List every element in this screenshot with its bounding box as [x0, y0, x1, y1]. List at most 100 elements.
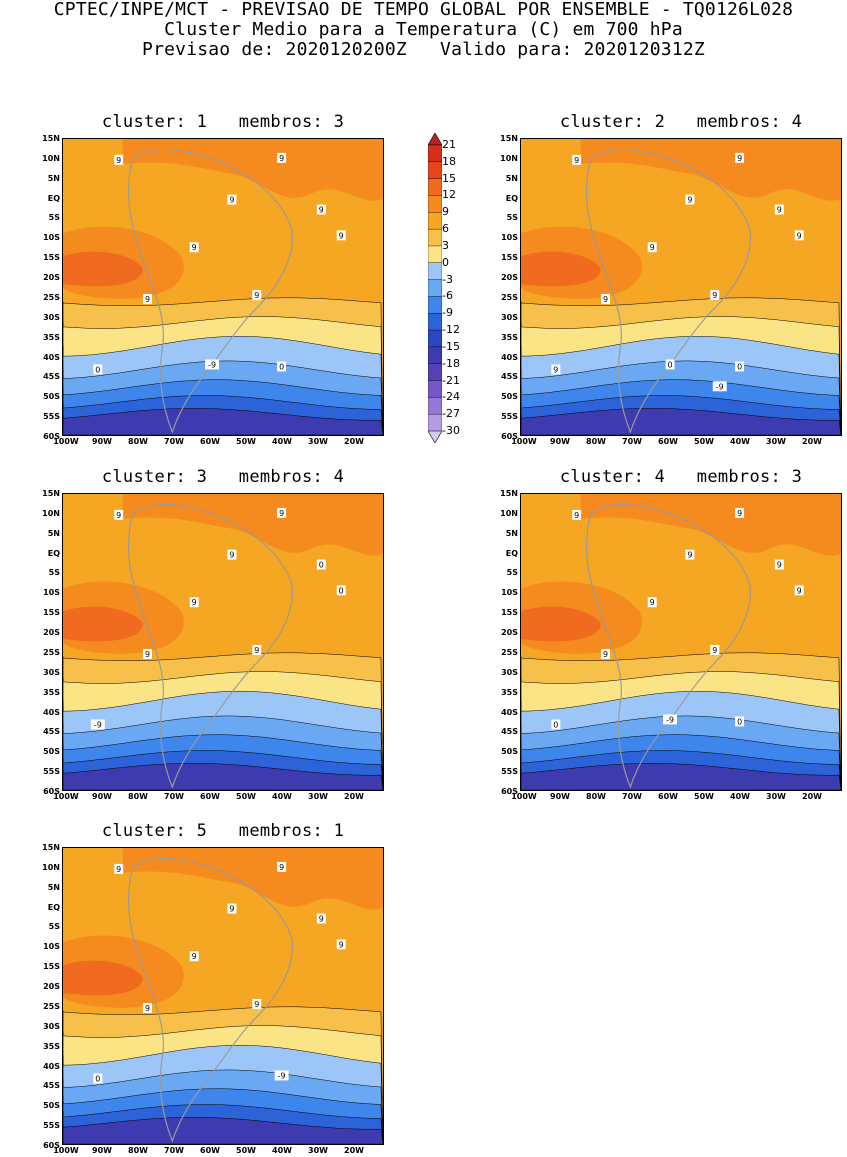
longitude-label: 30W: [308, 792, 328, 801]
latitude-label: 5S: [506, 213, 518, 223]
contour-label-text: -9: [666, 715, 674, 724]
contour-label: 9: [794, 230, 804, 240]
longitude-label: 50W: [236, 437, 256, 446]
latitude-label: 50S: [501, 392, 518, 402]
colorbar-label: -21: [442, 373, 460, 387]
latitude-label: 30S: [43, 1021, 60, 1031]
latitude-label: EQ: [47, 548, 60, 558]
contour-label: 9: [316, 204, 326, 215]
band-9-12-north: [580, 494, 841, 556]
latitude-label: 15S: [43, 253, 60, 263]
contour-label: 9: [189, 597, 199, 607]
longitude-label: 100W: [511, 437, 537, 446]
contour-label: -9: [663, 714, 678, 724]
colorbar-label: 15: [442, 171, 456, 185]
contour-label-text: 9: [279, 154, 284, 163]
panel-title: cluster: 5 membros: 1: [101, 821, 345, 841]
contour-label: 9: [277, 507, 287, 518]
latitude-label: 50S: [43, 1101, 60, 1111]
contour-label: 0: [93, 364, 103, 374]
latitude-label: 50S: [43, 747, 60, 757]
colorbar-swatch: [428, 329, 442, 348]
contour-label: 9: [252, 289, 262, 300]
contour-label-text: 9: [574, 511, 579, 520]
map-canvas: 9 9 9 9 9 9 9 9 9 0 0 -9: [521, 139, 841, 435]
latitude-label: 60S: [501, 787, 518, 796]
longitude-label: 20W: [802, 792, 822, 801]
band-12-15-west: [521, 251, 601, 287]
band-9-12-north: [122, 139, 383, 201]
contour-label-text: 0: [95, 365, 100, 374]
longitude-label: 50W: [236, 1146, 256, 1155]
contour-label-text: 0: [737, 362, 742, 371]
contour-label: 9: [601, 293, 610, 304]
contour-label: 0: [735, 716, 745, 726]
contour-label: 9: [710, 644, 720, 655]
latitude-label: 35S: [43, 332, 60, 342]
contour-label: 0: [735, 361, 745, 371]
longitude-label: 30W: [308, 1146, 328, 1155]
contour-label-text: 9: [116, 865, 121, 874]
colorbar-label: -15: [442, 339, 460, 353]
band-12-15-west: [63, 606, 143, 642]
contour-label-text: -9: [208, 360, 216, 369]
contour-label: 9: [551, 364, 561, 374]
colorbar-swatch: [428, 413, 442, 432]
colorbar-label: 3: [442, 238, 449, 252]
contour-label-text: 0: [95, 1074, 100, 1083]
contour-label: 9: [277, 861, 287, 872]
longitude-label: 90W: [92, 1146, 112, 1155]
band-minus18-minus12: [63, 408, 383, 435]
latitude-label: 40S: [501, 352, 518, 362]
band-minus18-minus12: [521, 763, 841, 790]
longitude-label: 60W: [658, 437, 678, 446]
latitude-label: 25S: [43, 1001, 60, 1011]
temperature-map: 9 9 9 9 9 9 9 9 0 0 -9: [520, 493, 842, 791]
header-line-2: Cluster Medio para a Temperatura (C) em …: [164, 19, 683, 40]
contour-label-text: 9: [339, 940, 344, 949]
contour-label-text: 9: [279, 863, 284, 872]
contour-label: 9: [189, 951, 199, 961]
latitude-label: 10S: [501, 233, 518, 243]
panel-title: cluster: 1 membros: 3: [101, 112, 345, 132]
latitude-label: 40S: [43, 1061, 60, 1071]
longitude-label: 40W: [730, 437, 750, 446]
contour-label: 0: [551, 719, 561, 729]
contour-label: 0: [93, 1073, 103, 1083]
contour-label: 9: [252, 644, 262, 655]
contour-label: 9: [114, 154, 124, 165]
latitude-label: 55S: [43, 412, 60, 422]
contour-label: 9: [316, 913, 326, 924]
latitude-label: 10S: [501, 588, 518, 598]
longitude-label: 80W: [586, 437, 606, 446]
contour-label: 9: [143, 1002, 152, 1013]
latitude-label: 15N: [42, 489, 60, 498]
latitude-label: 15S: [43, 962, 60, 972]
latitude-label: 60S: [43, 1141, 60, 1150]
panel-title: cluster: 2 membros: 4: [559, 112, 803, 132]
contour-label-text: 9: [192, 243, 197, 252]
latitude-label: 55S: [43, 767, 60, 777]
contour-label-text: 9: [254, 646, 259, 655]
latitude-label: 5N: [505, 173, 518, 183]
latitude-label: 40S: [43, 352, 60, 362]
contour-label: 9: [189, 242, 199, 252]
contour-label: 9: [252, 998, 262, 1009]
colorbar-swatch: [428, 161, 442, 180]
latitude-label: 45S: [43, 1081, 60, 1091]
colorbar-swatch: [428, 144, 442, 163]
latitude-label: 30S: [501, 667, 518, 677]
longitude-label: 100W: [53, 1146, 79, 1155]
colorbar: [428, 133, 442, 443]
colorbar-swatch: [428, 262, 442, 281]
colorbar-swatch: [428, 178, 442, 196]
latitude-label: 10N: [42, 153, 60, 163]
colorbar-label: 12: [442, 188, 456, 202]
contour-label-text: 9: [797, 231, 802, 240]
longitude-label: 30W: [308, 437, 328, 446]
longitude-label: 100W: [53, 437, 79, 446]
contour-label-text: 9: [553, 365, 558, 374]
latitude-label: 20S: [43, 982, 60, 992]
header-line-1: CPTEC/INPE/MCT - PREVISAO DE TEMPO GLOBA…: [53, 0, 794, 20]
colorbar-label: 9: [442, 205, 449, 219]
